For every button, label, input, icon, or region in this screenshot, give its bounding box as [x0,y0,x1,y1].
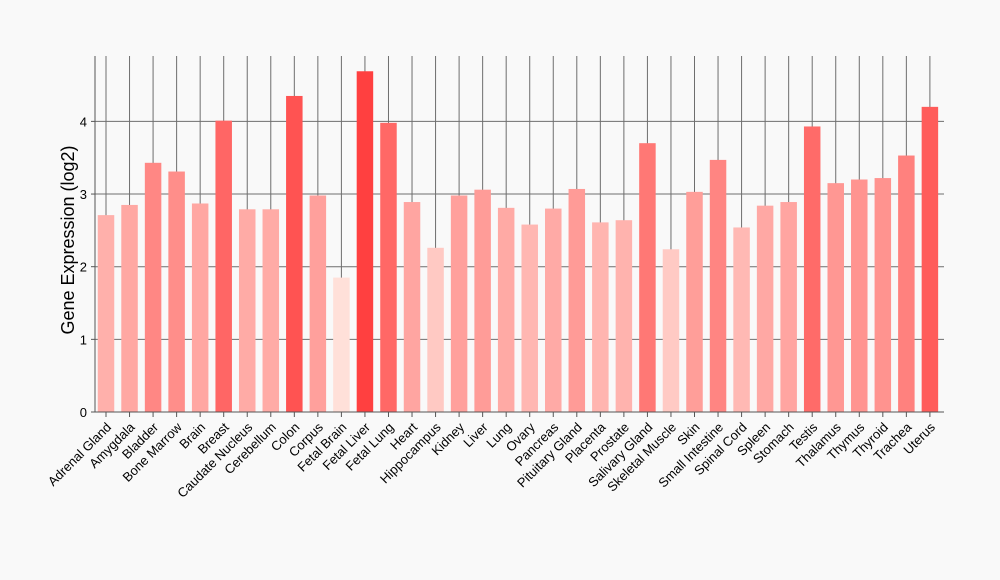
bar [756,205,774,412]
y-tick-label: 4 [80,114,87,129]
bar [427,247,444,412]
y-tick-label: 0 [80,405,87,420]
bar [356,71,374,412]
y-tick-label: 2 [80,260,87,275]
bar [450,195,468,412]
bar [851,179,868,412]
bar [97,215,115,412]
bar [568,188,586,412]
bar [474,189,491,412]
bar [238,209,256,412]
bar [615,220,633,412]
y-axis-title: Gene Expression (log2) [58,145,78,334]
bar [898,155,915,412]
bar [709,159,727,412]
axis-layer [91,56,944,417]
bar [215,120,232,412]
bar [191,203,209,412]
y-tick-label: 1 [80,332,87,347]
bar [874,178,892,412]
bar [686,191,703,412]
y-tick-label: 3 [80,187,87,202]
bar [780,202,797,412]
bar [592,222,609,412]
bar [121,204,138,412]
bar [521,224,538,412]
bar [380,122,397,412]
x-tick-label: Liver [460,419,491,450]
bar [403,202,421,412]
bar [827,183,844,412]
bar [497,207,515,412]
bar [662,249,680,412]
bar [803,126,821,412]
bar [733,227,750,412]
bar [921,106,939,413]
bar [144,162,162,412]
bar-layer [97,71,939,413]
bar [168,171,185,412]
bar [639,143,656,412]
bar [545,208,562,412]
bar [262,209,280,412]
bar [309,195,327,412]
bar [333,277,350,412]
bar [286,95,303,413]
